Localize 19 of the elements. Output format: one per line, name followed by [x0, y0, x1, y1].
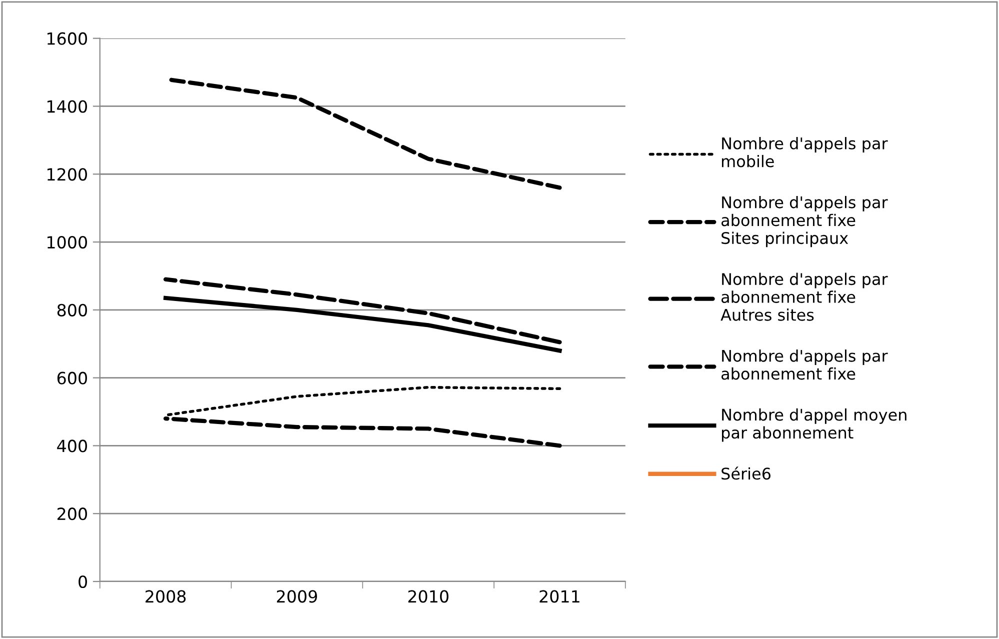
legend-label: Nombre d'appel moyen par abonnement — [722, 408, 906, 442]
legend-label: Série6 — [722, 466, 770, 480]
legend-label: Nombre d'appels par mobile — [722, 137, 888, 168]
legend-label: Nombre d'appels par abonnement fixe — [721, 350, 888, 380]
y-tick-label: 1600 — [48, 32, 87, 45]
x-tick-label: 2008 — [146, 590, 186, 603]
y-tick-label: 200 — [58, 508, 87, 520]
y-tick-label: 800 — [57, 304, 87, 316]
y-tick-label: 600 — [57, 372, 87, 384]
legend-label: Nombre d'appels par abonnement fixe Sites principaux — [721, 196, 888, 248]
x-tick-label: 2011 — [540, 590, 580, 603]
x-tick-label: 2010 — [408, 590, 448, 603]
y-tick-label: 1000 — [48, 236, 87, 249]
y-tick-label: 400 — [57, 440, 87, 452]
y-tick-label: 1400 — [48, 100, 87, 113]
legend-label: Nombre d'appels par abonnement fixe Autres sites — [720, 272, 888, 321]
x-tick-label: 2009 — [276, 590, 317, 603]
y-tick-label: 1200 — [48, 168, 87, 181]
y-tick-label: 0 — [78, 575, 87, 588]
